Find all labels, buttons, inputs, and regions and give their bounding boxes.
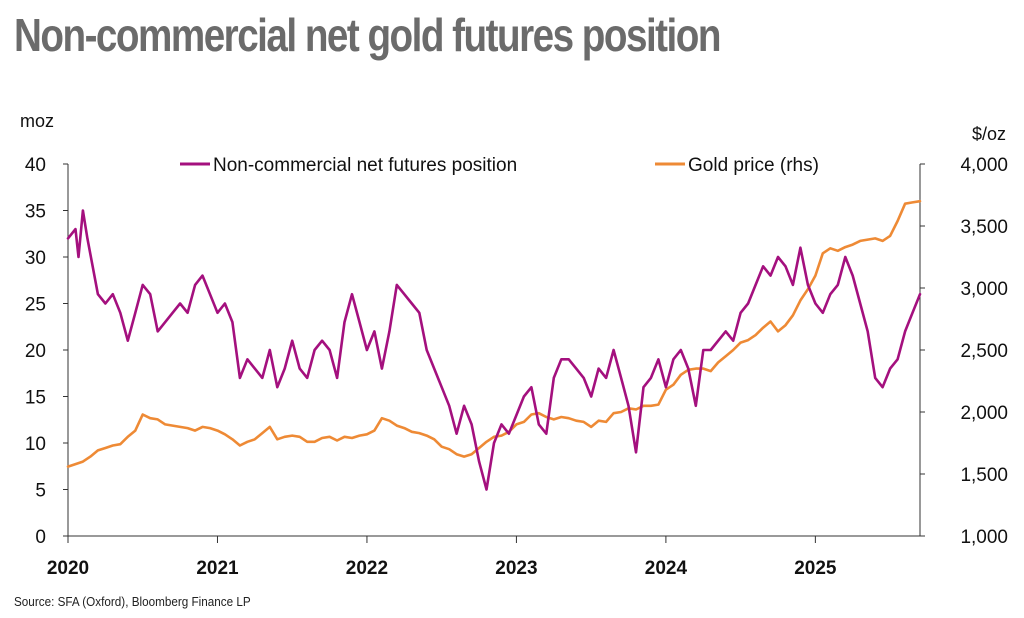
x-tick-label: 2022 xyxy=(346,558,388,579)
y-left-tick-label: 40 xyxy=(25,155,46,176)
y-left-tick-label: 30 xyxy=(25,248,46,269)
x-tick-label: 2025 xyxy=(794,558,837,579)
y-left-tick-label: 5 xyxy=(35,481,46,502)
y-left-tick-label: 15 xyxy=(25,388,46,409)
y-right-tick-label: 3,000 xyxy=(960,279,1008,300)
x-tick-label: 2021 xyxy=(196,558,239,579)
y-left-tick-label: 0 xyxy=(35,527,46,548)
y-left-tick-label: 25 xyxy=(25,295,46,316)
series-line-futures-position xyxy=(66,209,922,491)
y-right-tick-label: 2,500 xyxy=(960,341,1008,362)
x-tick-label: 2023 xyxy=(495,558,537,579)
y-right-tick-label: 2,000 xyxy=(960,403,1008,424)
y-right-tick-label: 1,000 xyxy=(960,527,1008,548)
x-tick-label: 2020 xyxy=(47,558,89,579)
series-line-gold-price xyxy=(66,199,922,468)
chart-title: Non-commercial net gold futures position xyxy=(14,9,721,61)
legend-label: Non-commercial net futures position xyxy=(213,155,517,176)
y-left-axis-title: moz xyxy=(20,111,54,131)
y-right-tick-label: 3,500 xyxy=(960,217,1008,238)
y-right-tick-label: 4,000 xyxy=(960,155,1008,176)
legend-label: Gold price (rhs) xyxy=(688,155,819,176)
legend: Non-commercial net futures position Gold … xyxy=(180,155,819,176)
y-left-tick-label: 10 xyxy=(25,434,46,455)
source-note: Source: SFA (Oxford), Bloomberg Finance … xyxy=(14,594,251,609)
axes: 05101520253035401,0001,5002,0002,5003,00… xyxy=(20,111,1008,579)
y-right-axis-title: $/oz xyxy=(972,124,1006,144)
y-left-tick-label: 20 xyxy=(25,341,46,362)
y-left-tick-label: 35 xyxy=(25,202,46,223)
y-right-tick-label: 1,500 xyxy=(960,465,1008,486)
series-layer xyxy=(66,199,922,491)
x-tick-label: 2024 xyxy=(645,558,688,579)
